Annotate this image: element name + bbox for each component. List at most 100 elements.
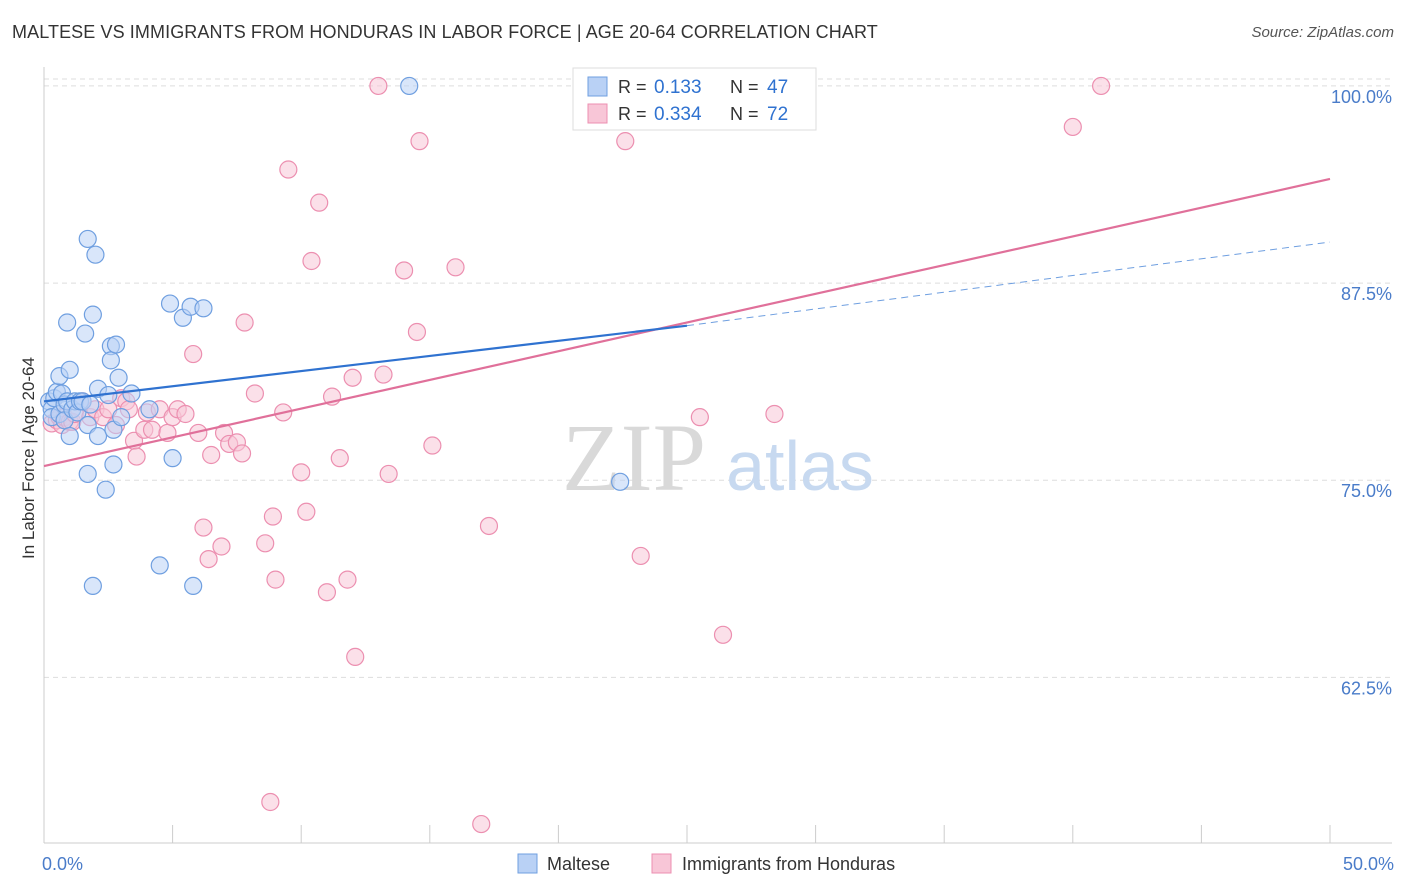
maltese-point xyxy=(88,426,108,446)
maltese-point xyxy=(611,472,630,491)
y-tick-label: 62.5% xyxy=(1341,678,1392,698)
honduras-point xyxy=(369,76,388,96)
trend-lines xyxy=(43,177,1331,468)
honduras-point xyxy=(765,404,784,424)
maltese-point xyxy=(109,368,128,387)
honduras-point xyxy=(379,464,398,484)
stats-r-label: R = xyxy=(618,104,647,124)
stats-r-value: 0.133 xyxy=(654,77,702,98)
stats-n-value: 47 xyxy=(767,77,788,98)
honduras-point xyxy=(297,502,316,521)
stats-n-label: N = xyxy=(730,104,759,124)
maltese-point xyxy=(83,576,102,596)
watermark: ZIP atlas xyxy=(562,404,874,511)
maltese-point xyxy=(83,305,102,324)
honduras-point xyxy=(142,420,162,439)
maltese-point xyxy=(112,408,131,427)
watermark-atlas: atlas xyxy=(726,427,874,505)
honduras-point xyxy=(184,344,203,364)
stats-legend: R = 0.133 N = 47 R = 0.334 N = 72 xyxy=(572,67,817,131)
honduras-point xyxy=(212,537,231,556)
maltese-point xyxy=(101,351,120,370)
honduras-point xyxy=(232,444,252,463)
honduras-point xyxy=(479,516,499,536)
x-tick-label: 0.0% xyxy=(42,854,83,874)
honduras-point xyxy=(407,322,427,342)
honduras-point xyxy=(1091,76,1111,96)
honduras-point xyxy=(616,132,635,151)
stats-r-label: R = xyxy=(618,77,647,97)
chart-title: MALTESE VS IMMIGRANTS FROM HONDURAS IN L… xyxy=(12,22,878,42)
stats-legend-swatch-honduras xyxy=(587,103,608,124)
honduras-point xyxy=(302,251,321,271)
honduras-trend-line xyxy=(43,177,1331,468)
maltese-point xyxy=(81,395,100,414)
maltese-point xyxy=(194,299,213,318)
honduras-point xyxy=(245,384,265,403)
honduras-point xyxy=(199,549,218,569)
y-tick-label: 87.5% xyxy=(1341,284,1392,304)
maltese-point xyxy=(163,449,182,468)
honduras-point xyxy=(310,193,329,212)
legend-label-maltese: Maltese xyxy=(547,854,610,874)
honduras-point xyxy=(343,368,362,387)
honduras-point xyxy=(256,534,275,553)
honduras-point xyxy=(235,313,254,332)
maltese-trend-extension xyxy=(686,241,1331,327)
watermark-zip: ZIP xyxy=(562,404,706,511)
honduras-point xyxy=(394,261,414,280)
maltese-point xyxy=(106,335,126,354)
maltese-point xyxy=(76,324,95,343)
honduras-point xyxy=(292,463,311,482)
stats-r-value: 0.334 xyxy=(654,104,702,125)
legend-swatch-maltese xyxy=(517,853,538,874)
y-tick-label: 100.0% xyxy=(1331,87,1392,107)
maltese-point xyxy=(78,229,97,249)
stats-legend-swatch-maltese xyxy=(587,76,608,97)
honduras-point xyxy=(446,258,465,277)
stats-legend-box xyxy=(572,67,817,131)
stats-n-label: N = xyxy=(730,77,759,97)
maltese-trend-line xyxy=(43,324,688,403)
maltese-point xyxy=(58,313,77,332)
honduras-point xyxy=(631,546,650,566)
maltese-point xyxy=(122,384,141,403)
maltese-point xyxy=(60,426,79,446)
honduras-point xyxy=(266,570,285,589)
honduras-point xyxy=(176,404,195,424)
honduras-point xyxy=(713,625,733,644)
y-axis-label: In Labor Force | Age 20-64 xyxy=(19,357,38,559)
maltese-point xyxy=(140,400,159,419)
honduras-point xyxy=(410,132,429,151)
honduras-point xyxy=(690,408,709,427)
honduras-point xyxy=(374,365,393,384)
honduras-point xyxy=(194,518,213,537)
series-legend: Maltese Immigrants from Honduras xyxy=(517,853,895,874)
maltese-point xyxy=(184,576,203,596)
honduras-point xyxy=(263,507,283,526)
honduras-point xyxy=(261,792,280,812)
maltese-point xyxy=(96,480,115,499)
honduras-point xyxy=(346,647,365,666)
maltese-point xyxy=(160,294,180,313)
source-label: Source: ZipAtlas.com xyxy=(1251,24,1394,41)
honduras-point xyxy=(279,160,298,179)
legend-label-honduras: Immigrants from Honduras xyxy=(682,854,895,874)
honduras-point xyxy=(202,445,221,465)
axes xyxy=(43,67,1392,844)
honduras-point xyxy=(472,814,491,834)
stats-n-value: 72 xyxy=(767,104,788,125)
maltese-point xyxy=(60,360,79,379)
honduras-point xyxy=(338,570,357,589)
maltese-point xyxy=(400,76,419,96)
maltese-point xyxy=(86,245,105,264)
tick-labels: 62.5% 75.0% 87.5% 100.0% 0.0% 50.0% xyxy=(42,87,1394,874)
maltese-point xyxy=(78,464,97,484)
maltese-point xyxy=(104,455,123,474)
series-maltese-points xyxy=(40,76,630,596)
y-tick-label: 75.0% xyxy=(1341,481,1392,501)
honduras-point xyxy=(127,447,146,466)
honduras-point xyxy=(1063,117,1082,137)
honduras-point xyxy=(317,583,337,602)
